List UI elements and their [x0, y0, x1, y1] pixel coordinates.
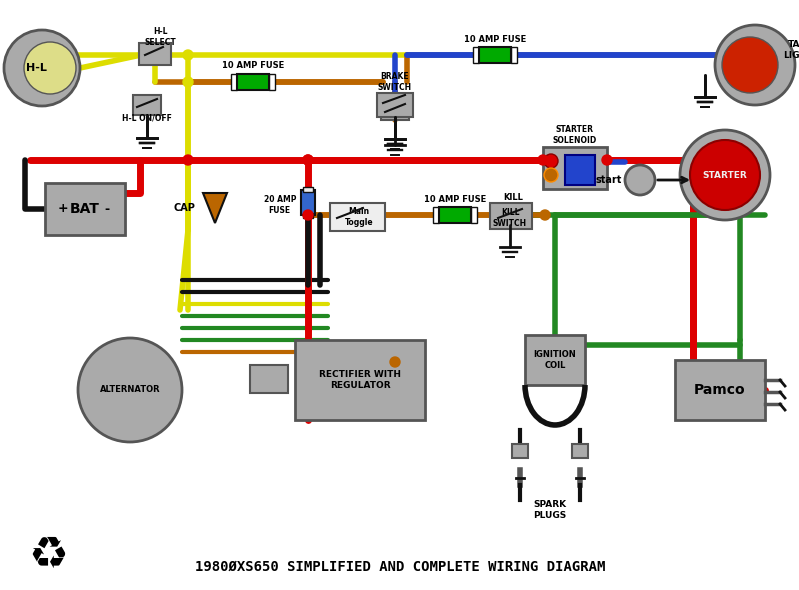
Circle shape	[183, 50, 193, 60]
Text: KILL
SWITCH: KILL SWITCH	[493, 208, 527, 228]
Circle shape	[303, 210, 313, 220]
FancyBboxPatch shape	[439, 207, 471, 223]
FancyBboxPatch shape	[139, 43, 171, 65]
FancyBboxPatch shape	[572, 444, 588, 458]
FancyBboxPatch shape	[543, 147, 607, 189]
Circle shape	[544, 154, 558, 168]
Text: 10 AMP FUSE: 10 AMP FUSE	[464, 34, 526, 44]
Text: +: +	[58, 202, 68, 215]
Text: CAP: CAP	[173, 203, 195, 213]
Circle shape	[602, 155, 612, 165]
FancyBboxPatch shape	[565, 155, 595, 185]
Text: -: -	[105, 202, 109, 215]
Circle shape	[538, 155, 548, 165]
Circle shape	[183, 155, 193, 165]
Circle shape	[390, 357, 400, 367]
Text: ALTERNATOR: ALTERNATOR	[100, 385, 161, 395]
FancyBboxPatch shape	[525, 335, 585, 385]
Text: Main
Toggle: Main Toggle	[344, 207, 373, 227]
Circle shape	[303, 155, 313, 165]
Text: 1980ØXS650 SIMPLIFIED AND COMPLETE WIRING DIAGRAM: 1980ØXS650 SIMPLIFIED AND COMPLETE WIRIN…	[195, 560, 605, 574]
FancyBboxPatch shape	[295, 340, 425, 420]
FancyBboxPatch shape	[330, 203, 385, 231]
Circle shape	[4, 30, 80, 106]
Circle shape	[24, 42, 76, 94]
Circle shape	[540, 210, 550, 220]
Polygon shape	[203, 193, 227, 223]
Text: RECTIFIER WITH
REGULATOR: RECTIFIER WITH REGULATOR	[319, 371, 401, 390]
FancyBboxPatch shape	[479, 47, 511, 63]
Text: 20 AMP
FUSE: 20 AMP FUSE	[264, 195, 296, 215]
Circle shape	[722, 37, 778, 93]
FancyBboxPatch shape	[303, 213, 313, 218]
Text: 10 AMP FUSE: 10 AMP FUSE	[424, 195, 486, 204]
Text: BRAKE
SWITCH: BRAKE SWITCH	[378, 73, 412, 91]
Text: H-L ON/OFF: H-L ON/OFF	[122, 113, 172, 123]
Circle shape	[303, 155, 313, 165]
Text: H-L: H-L	[26, 63, 46, 73]
Text: 10 AMP FUSE: 10 AMP FUSE	[222, 61, 284, 70]
FancyBboxPatch shape	[301, 190, 315, 215]
Circle shape	[690, 140, 760, 210]
Circle shape	[715, 25, 795, 105]
FancyBboxPatch shape	[473, 47, 479, 63]
Text: H-L
SELECT: H-L SELECT	[144, 27, 176, 47]
FancyBboxPatch shape	[250, 365, 288, 393]
Circle shape	[183, 77, 193, 87]
FancyBboxPatch shape	[231, 74, 237, 90]
Text: SPARK
PLUGS: SPARK PLUGS	[534, 500, 566, 520]
FancyBboxPatch shape	[377, 93, 413, 117]
FancyBboxPatch shape	[512, 444, 528, 458]
Circle shape	[78, 338, 182, 442]
FancyBboxPatch shape	[269, 74, 275, 90]
Circle shape	[680, 130, 770, 220]
FancyBboxPatch shape	[433, 207, 439, 223]
FancyBboxPatch shape	[133, 95, 161, 115]
FancyBboxPatch shape	[303, 187, 313, 192]
Text: Pamco: Pamco	[694, 383, 745, 397]
Circle shape	[544, 168, 558, 182]
FancyBboxPatch shape	[490, 203, 532, 229]
Text: IGNITION
COIL: IGNITION COIL	[534, 350, 576, 370]
FancyBboxPatch shape	[511, 47, 517, 63]
Text: STARTER: STARTER	[702, 171, 747, 179]
FancyBboxPatch shape	[45, 183, 125, 235]
Text: BAT: BAT	[70, 202, 100, 216]
Text: start: start	[595, 175, 622, 185]
Text: TAIL
LIGHT: TAIL LIGHT	[783, 40, 799, 60]
Text: KILL: KILL	[503, 194, 523, 202]
FancyBboxPatch shape	[237, 74, 269, 90]
Circle shape	[625, 165, 655, 195]
Text: ♻: ♻	[28, 533, 68, 576]
Text: STARTER
SOLENOID: STARTER SOLENOID	[553, 125, 597, 145]
FancyBboxPatch shape	[471, 207, 477, 223]
FancyBboxPatch shape	[675, 360, 765, 420]
FancyBboxPatch shape	[381, 100, 409, 120]
